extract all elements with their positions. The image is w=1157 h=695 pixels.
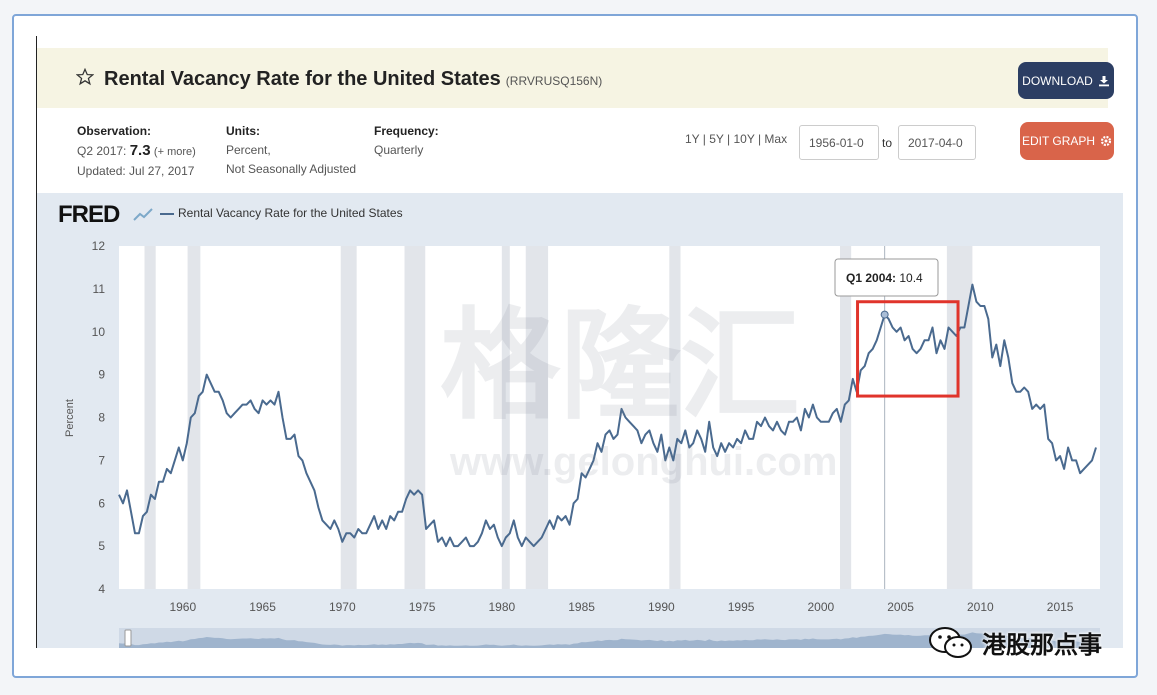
- frequency-label: Frequency:: [374, 124, 439, 138]
- recession-band: [946, 246, 973, 589]
- edit-graph-button[interactable]: EDIT GRAPH: [1020, 122, 1114, 160]
- tooltip-value: 10.4: [899, 271, 923, 285]
- series-line: [118, 283, 1097, 548]
- wechat-account-name: 港股那点事: [982, 632, 1102, 659]
- y-tick-label: 4: [98, 582, 105, 596]
- y-tick-label: 6: [98, 496, 105, 510]
- title-bar: Rental Vacancy Rate for the United State…: [37, 48, 1108, 108]
- download-icon: [1098, 75, 1109, 86]
- units-line1: Percent,: [226, 143, 271, 157]
- chart-legend: Rental Vacancy Rate for the United State…: [160, 206, 403, 220]
- x-tick-label: 1980: [488, 600, 515, 614]
- x-tick-label: 1985: [568, 600, 595, 614]
- y-axis-label: Percent: [64, 399, 76, 437]
- frequency-value: Quarterly: [374, 143, 424, 157]
- page-title: Rental Vacancy Rate for the United State…: [104, 68, 602, 91]
- tooltip: Q1 2004: 10.4: [834, 258, 939, 297]
- download-label: DOWNLOAD: [1022, 73, 1093, 88]
- x-tick-label: 1975: [409, 600, 436, 614]
- x-tick-label: 1965: [249, 600, 276, 614]
- observation-value: 7.3: [129, 142, 151, 159]
- star-icon[interactable]: [76, 68, 94, 86]
- observation-more-link[interactable]: (+ more): [153, 146, 196, 158]
- tooltip-box: [834, 258, 939, 297]
- edit-graph-label: EDIT GRAPH: [1021, 134, 1096, 148]
- tooltip-period: Q1 2004:: [846, 271, 899, 285]
- end-date-input[interactable]: 2017-04-0: [898, 125, 976, 160]
- recession-band: [187, 246, 201, 589]
- x-tick-label: 2010: [967, 600, 994, 614]
- recession-band: [340, 246, 357, 589]
- download-button[interactable]: DOWNLOAD: [1018, 62, 1114, 99]
- navigator-handle: [124, 629, 132, 647]
- y-tick-label: 9: [98, 368, 105, 382]
- recession-band: [144, 246, 156, 589]
- x-tick-label: 2015: [1047, 600, 1074, 614]
- watermark-logo: 格隆汇: [440, 299, 800, 433]
- x-tick-label: 1960: [169, 600, 196, 614]
- y-tick-label: 8: [98, 411, 105, 425]
- recession-band: [525, 246, 549, 589]
- y-tick-label: 12: [92, 239, 106, 253]
- legend-series-label: Rental Vacancy Rate for the United State…: [178, 206, 403, 220]
- updated-date: Updated: Jul 27, 2017: [77, 164, 195, 178]
- observation-label: Observation:: [77, 124, 152, 138]
- units-line2: Not Seasonally Adjusted: [226, 162, 357, 176]
- start-date-input[interactable]: 1956-01-0: [799, 125, 879, 160]
- series-id: (RRVRUSQ156N): [505, 74, 603, 88]
- y-tick-label: 7: [98, 453, 105, 467]
- x-tick-label: 2005: [887, 600, 914, 614]
- wechat-watermark: 港股那点事: [928, 625, 1102, 660]
- x-tick-label: 1995: [728, 600, 755, 614]
- fred-chart-icon: [133, 208, 153, 221]
- recession-band: [404, 246, 426, 589]
- observation-period: Q2 2017:: [77, 144, 127, 158]
- units-block: Units: Percent, Not Seasonally Adjusted: [226, 122, 356, 179]
- fred-logo: FRED: [58, 201, 120, 228]
- tooltip-text: Q1 2004: 10.4: [846, 271, 923, 285]
- hover-point: [880, 310, 889, 319]
- y-tick-label: 11: [93, 282, 106, 296]
- range-presets[interactable]: 1Y | 5Y | 10Y | Max: [685, 132, 788, 146]
- frequency-block: Frequency: Quarterly: [374, 122, 439, 160]
- x-tick-label: 2000: [808, 600, 835, 614]
- navigator-area: [119, 632, 1097, 648]
- highlight-box: [856, 300, 960, 398]
- wechat-icon: [929, 626, 972, 658]
- y-tick-label: 10: [92, 325, 106, 339]
- series-title: Rental Vacancy Rate for the United State…: [104, 68, 501, 90]
- legend-line-swatch: [160, 212, 174, 215]
- x-tick-label: 1970: [329, 600, 356, 614]
- recession-band: [669, 246, 681, 589]
- recession-band: [839, 246, 852, 589]
- gear-icon: [1100, 135, 1112, 147]
- units-label: Units:: [226, 124, 260, 138]
- recession-band: [501, 246, 510, 589]
- observation-block: Observation: Q2 2017: 7.3 (+ more) Updat…: [77, 122, 196, 181]
- watermark-url: www.gelonghui.com: [450, 440, 838, 484]
- date-to-label: to: [882, 136, 893, 150]
- x-tick-label: 1990: [648, 600, 675, 614]
- y-tick-label: 5: [98, 539, 105, 553]
